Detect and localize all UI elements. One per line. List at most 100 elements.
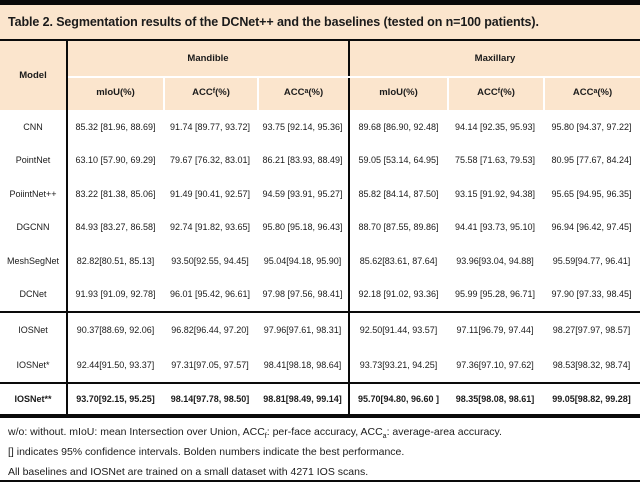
metric-unit: (%) xyxy=(308,86,324,98)
value-cell: 94.41 [93.73, 95.10] xyxy=(454,222,536,233)
value-cell: 84.93 [83.27, 86.58] xyxy=(75,222,156,233)
model-name: IOSNet** xyxy=(0,384,68,414)
value-cell: 92.74 [91.82, 93.65] xyxy=(169,222,251,233)
value-cell: 63.10 [57.90, 69.29] xyxy=(75,155,156,166)
footnote-text: w/o: without. mIoU: mean Intersection ov… xyxy=(8,426,265,438)
header-mandible-miou: mIoU (%) xyxy=(68,78,163,110)
value-cell: 90.37[88.69, 92.06] xyxy=(76,325,155,336)
value-cell: 96.94 [96.42, 97.45] xyxy=(551,222,632,233)
value-cell: 98.81[98.49, 99.14] xyxy=(257,384,350,414)
footnote-text: : per-face accuracy, ACC xyxy=(266,426,383,438)
value-cell: 93.50[92.55, 94.45] xyxy=(171,255,249,266)
table-row-pointnet: PointNet 63.10 [57.90, 69.29] 79.67 [76.… xyxy=(0,143,640,177)
value-cell: 98.14[97.78, 98.50] xyxy=(170,394,250,404)
value-cell: 97.98 [97.56, 98.41] xyxy=(257,277,350,311)
footnote-confidence-intervals: [] indicates 95% confidence intervals. B… xyxy=(8,446,405,458)
value-cell: 95.80 [95.18, 96.43] xyxy=(257,210,350,244)
value-cell: 95.99 [95.28, 96.71] xyxy=(454,289,536,300)
value-cell: 91.49 [90.41, 92.57] xyxy=(169,188,251,199)
value-cell: 85.82 [84.14, 87.50] xyxy=(358,188,439,199)
table-bottom-border xyxy=(0,414,640,418)
value-cell: 89.68 [86.90, 92.48] xyxy=(358,121,439,132)
section-divider-line xyxy=(0,382,640,384)
value-cell: 82.82[80.51, 85.13] xyxy=(76,255,155,266)
value-cell: 85.32 [81.96, 88.69] xyxy=(75,121,156,132)
value-cell: 98.35[98.08, 98.61] xyxy=(455,394,535,404)
value-cell: 98.27[97.97, 98.57] xyxy=(552,325,631,336)
metric-unit: (%) xyxy=(500,86,515,98)
header-maxillary-acca: ACC a (%) xyxy=(543,78,640,110)
value-cell: 93.96[93.04, 94.88] xyxy=(456,255,534,266)
table-footnotes: w/o: without. mIoU: mean Intersection ov… xyxy=(0,418,640,482)
value-cell: 93.73[93.21, 94.25] xyxy=(359,359,438,370)
metric-label: ACC xyxy=(477,86,498,98)
value-cell: 75.58 [71.63, 79.53] xyxy=(454,155,536,166)
table-caption-row: Table 2. Segmentation results of the DCN… xyxy=(0,5,640,39)
header-maxillary-accf: ACC f (%) xyxy=(447,78,543,110)
metric-headers: Mandible Maxillary mIoU (%) ACC f (%) ACC a(… xyxy=(68,41,640,110)
model-name: PoiintNet++ xyxy=(0,177,68,211)
value-cell: 88.70 [87.55, 89.86] xyxy=(358,222,439,233)
value-cell: 97.31[97.05, 97.57] xyxy=(171,359,249,370)
table-row-dgcnn: DGCNN 84.93 [83.27, 86.58] 92.74 [91.82,… xyxy=(0,210,640,244)
footnote-text: : average-area accuracy. xyxy=(386,426,502,438)
value-cell: 96.82[96.44, 97.20] xyxy=(171,325,249,336)
table-row-pointnetpp: PoiintNet++ 83.22 [81.38, 85.06] 91.49 [… xyxy=(0,177,640,211)
table-row-iosnet-dstar: IOSNet** 93.70[92.15, 95.25] 98.14[97.78… xyxy=(0,384,640,414)
section-divider-line xyxy=(0,311,640,313)
table-header: Model Mandible Maxillary mIoU (%) ACC f (%)… xyxy=(0,41,640,110)
model-name: PointNet xyxy=(0,143,68,177)
value-cell: 80.95 [77.67, 84.24] xyxy=(551,155,632,166)
value-cell: 83.22 [81.38, 85.06] xyxy=(75,188,156,199)
header-maxillary-miou: mIoU (%) xyxy=(350,78,447,110)
value-cell: 95.65 [94.95, 96.35] xyxy=(551,188,632,199)
value-cell: 95.70[94.80, 96.60 ] xyxy=(357,394,440,404)
model-name: DCNet xyxy=(0,277,68,311)
group-header-maxillary: Maxillary xyxy=(474,53,516,64)
value-cell: 93.15 [91.92, 94.38] xyxy=(454,188,536,199)
value-cell: 86.21 [83.93, 88.49] xyxy=(257,143,350,177)
value-cell: 98.41[98.18, 98.64] xyxy=(257,347,350,382)
page-bottom-border xyxy=(0,480,640,482)
value-cell: 95.59[94.77, 96.41] xyxy=(552,255,631,266)
value-cell: 91.74 [89.77, 93.72] xyxy=(169,121,251,132)
footnote-training-data: All baselines and IOSNet are trained on … xyxy=(8,466,369,478)
table-row-cnn: CNN 85.32 [81.96, 88.69] 91.74 [89.77, 9… xyxy=(0,110,640,144)
metric-label: mIoU xyxy=(379,86,403,98)
metric-unit: (%) xyxy=(215,86,230,98)
metric-label: ACC xyxy=(572,86,594,98)
footnote-abbreviations: w/o: without. mIoU: mean Intersection ov… xyxy=(8,422,640,442)
value-cell: 97.96[97.61, 98.31] xyxy=(257,313,350,348)
footnote-subscript: a xyxy=(382,433,387,441)
value-cell: 94.14 [92.35, 95.93] xyxy=(454,121,536,132)
value-cell: 94.59 [93.91, 95.27] xyxy=(257,177,350,211)
value-cell: 85.62[83.61, 87.64] xyxy=(359,255,438,266)
caption-divider-line xyxy=(0,39,640,41)
value-cell: 95.04[94.18, 95.90] xyxy=(257,244,350,278)
table-row-iosnet-star: IOSNet* 92.44[91.50, 93.37] 97.31[97.05,… xyxy=(0,347,640,382)
metric-label: ACC xyxy=(283,86,305,98)
value-cell: 95.80 [94.37, 97.22] xyxy=(551,121,632,132)
model-name: IOSNet xyxy=(0,313,68,348)
model-column-header: Model xyxy=(0,41,68,110)
value-cell: 93.75 [92.14, 95.36] xyxy=(257,110,350,144)
table-row-dcnet: DCNet 91.93 [91.09, 92.78] 96.01 [95.42,… xyxy=(0,277,640,311)
metric-label: mIoU xyxy=(96,86,120,98)
metric-unit: (%) xyxy=(119,86,135,98)
table-top-border xyxy=(0,0,640,5)
table-row-iosnet: IOSNet 90.37[88.69, 92.06] 96.82[96.44, … xyxy=(0,313,640,348)
value-cell: 97.90 [97.33, 98.45] xyxy=(551,289,632,300)
value-cell: 79.67 [76.32, 83.01] xyxy=(169,155,251,166)
metric-unit: (%) xyxy=(402,86,418,98)
model-name: CNN xyxy=(0,110,68,144)
metric-header-row: mIoU (%) ACC f (%) ACC a (%) mIoU (%) ACC f (%) … xyxy=(68,76,640,110)
header-mandible-accf: ACC f (%) xyxy=(163,78,257,110)
model-name: MeshSegNet xyxy=(0,244,68,278)
metric-unit: (%) xyxy=(597,86,613,98)
group-header-row: Mandible Maxillary xyxy=(68,41,640,76)
header-mandible-acca: ACC a (%) xyxy=(257,78,350,110)
group-header-mandible: Mandible xyxy=(68,41,350,76)
value-cell: 97.11[96.79, 97.44] xyxy=(456,325,534,336)
model-name: DGCNN xyxy=(0,210,68,244)
